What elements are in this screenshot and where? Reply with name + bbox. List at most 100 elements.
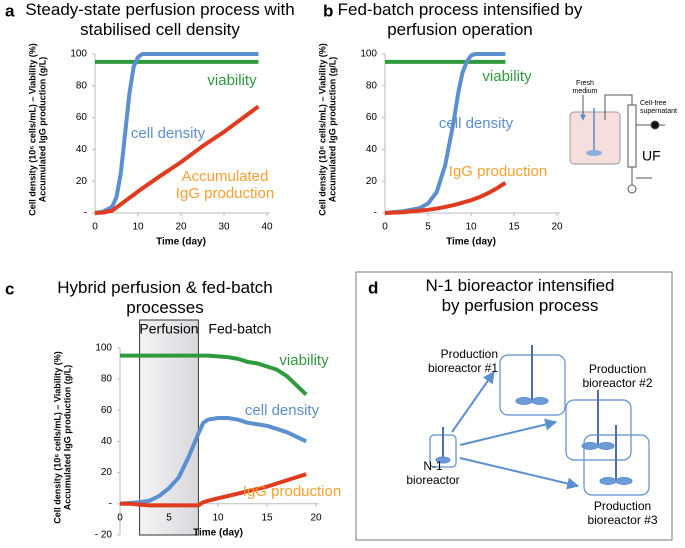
series-label-box: viability — [482, 68, 532, 85]
schematic-label: Fresh medium — [572, 80, 598, 96]
phase-label: Perfusion — [139, 321, 198, 337]
y-tick-label: 40 — [366, 144, 378, 155]
chart-title: Hybrid perfusion & fed-batch processes — [57, 278, 273, 317]
node-label: Production bioreactor #2 — [582, 363, 653, 390]
diagram-title-box: N-1 bioreactor intensified by perfusion … — [425, 276, 615, 315]
x-tick-label: 10 — [465, 222, 477, 233]
series-label: cell density — [130, 125, 206, 142]
y-axis-title: Accumulated IgG production (g/L) — [62, 365, 72, 511]
panel-letter: c — [5, 279, 14, 298]
series-line — [94, 51, 259, 215]
x-tick-label: 20 — [551, 222, 563, 233]
series-label: Accumulated IgG production — [175, 168, 275, 203]
node-box: Production bioreactor #1 — [427, 348, 498, 375]
schematic-label: Cell-free supernatant — [640, 100, 677, 116]
series-line — [94, 104, 260, 215]
chart-title: Steady-state perfusion process with stab… — [25, 0, 295, 39]
schematic-label: UF — [642, 148, 661, 164]
diagram-frame — [355, 271, 673, 541]
node-label: Production bioreactor #1 — [427, 348, 498, 375]
panel-letter: b — [323, 1, 333, 20]
y-tick-label: 80 — [76, 80, 88, 91]
chart-title: Fed-batch process intensified by perfusi… — [337, 0, 583, 39]
x-tick-label: 15 — [508, 222, 520, 233]
y-axis-title: Cell density (10⁶ cells/mL) – Viability … — [317, 43, 327, 216]
bioreactor-icons — [429, 345, 650, 496]
y-tick-label: 60 — [101, 405, 113, 416]
y-tick-label: 80 — [101, 374, 113, 385]
series-label: viability — [207, 72, 257, 89]
x-tick-label: 30 — [218, 222, 230, 233]
x-tick-label: 20 — [175, 222, 187, 233]
chart-title-box: Steady-state perfusion process with stab… — [25, 0, 295, 39]
node-box: N-1 bioreactor — [406, 460, 460, 487]
x-axis-title: Time (day) — [156, 237, 206, 248]
y-tick-label: 60 — [366, 112, 378, 123]
y-axis-title: Accumulated IgG production (g/L) — [37, 57, 47, 203]
panel-letter: a — [5, 1, 15, 20]
series-label: viability — [482, 68, 532, 85]
x-axis-title: Time (day) — [193, 527, 243, 538]
schematic-label-box: Fresh medium — [572, 80, 598, 96]
node-label: Production bioreactor #3 — [587, 500, 658, 527]
y-tick-label: 60 — [76, 112, 88, 123]
y-axis-title: Accumulated IgG production (g/L) — [327, 57, 337, 203]
y-tick-label: 40 — [101, 436, 113, 447]
y-tick-label: 40 — [76, 144, 88, 155]
y-tick-label: - — [109, 498, 112, 509]
y-tick-label: 20 — [76, 176, 88, 187]
series-label-box: viability — [207, 72, 257, 89]
series-label-box: IgG production — [242, 483, 342, 500]
series-line — [119, 416, 308, 506]
x-tick-label: 10 — [212, 512, 224, 523]
chart-title-box: Fed-batch process intensified by perfusi… — [337, 0, 583, 39]
series-line — [120, 472, 307, 508]
series-label: cell density — [244, 402, 320, 419]
phase-label: Fed-batch — [208, 321, 271, 337]
diagram-title: N-1 bioreactor intensified by perfusion … — [425, 276, 615, 315]
chart-title-box: Hybrid perfusion & fed-batch processes — [57, 278, 273, 317]
y-tick-label: 20 — [101, 467, 113, 478]
series-label: IgG production — [242, 483, 342, 500]
y-tick-label: - 20 — [95, 530, 113, 541]
y-tick-label: 80 — [366, 80, 378, 91]
node-label: N-1 bioreactor — [406, 460, 460, 487]
x-tick-label: 15 — [261, 512, 273, 523]
x-tick-label: 0 — [382, 222, 388, 233]
y-tick-label: 100 — [95, 342, 112, 353]
series-line — [120, 353, 308, 397]
series-line — [384, 181, 507, 215]
y-tick-label: 20 — [366, 176, 378, 187]
x-tick-label: 0 — [92, 222, 98, 233]
x-tick-label: 5 — [425, 222, 431, 233]
series-label: viability — [279, 352, 329, 369]
y-tick-label: - — [84, 208, 87, 219]
series-line — [384, 51, 506, 215]
series-label: cell density — [438, 115, 514, 132]
series-label-box: cell density — [130, 125, 206, 142]
series-label-box: cell density — [244, 402, 320, 419]
x-tick-label: 0 — [117, 512, 123, 523]
series-label-box: cell density — [438, 115, 514, 132]
node-box: Production bioreactor #3 — [587, 500, 658, 527]
series-label: IgG production — [448, 163, 548, 180]
y-tick-label: 100 — [70, 49, 87, 60]
series-label-box: Accumulated IgG production — [175, 168, 275, 203]
series-label-box: IgG production — [448, 163, 548, 180]
schematic-label-box: Cell-free supernatant — [640, 100, 677, 116]
x-tick-label: 40 — [261, 222, 273, 233]
y-tick-label: - — [374, 208, 377, 219]
x-tick-label: 20 — [310, 512, 322, 523]
x-tick-label: 10 — [132, 222, 144, 233]
diagram: d N-1 bioreactor intensified by perfusio… — [355, 271, 673, 541]
series-label-box: viability — [279, 352, 329, 369]
node-box: Production bioreactor #2 — [582, 363, 653, 390]
perfusion-schematic — [569, 94, 665, 194]
panel-letter: d — [368, 278, 378, 297]
y-axis-title: Cell density (10⁶ cells/mL) – Viability … — [27, 43, 37, 216]
x-axis-title: Time (day) — [446, 237, 496, 248]
y-tick-label: 100 — [360, 49, 377, 60]
x-tick-label: 5 — [166, 512, 172, 523]
y-axis-title: Cell density (10⁶ cells/mL) – Viability … — [52, 351, 62, 524]
